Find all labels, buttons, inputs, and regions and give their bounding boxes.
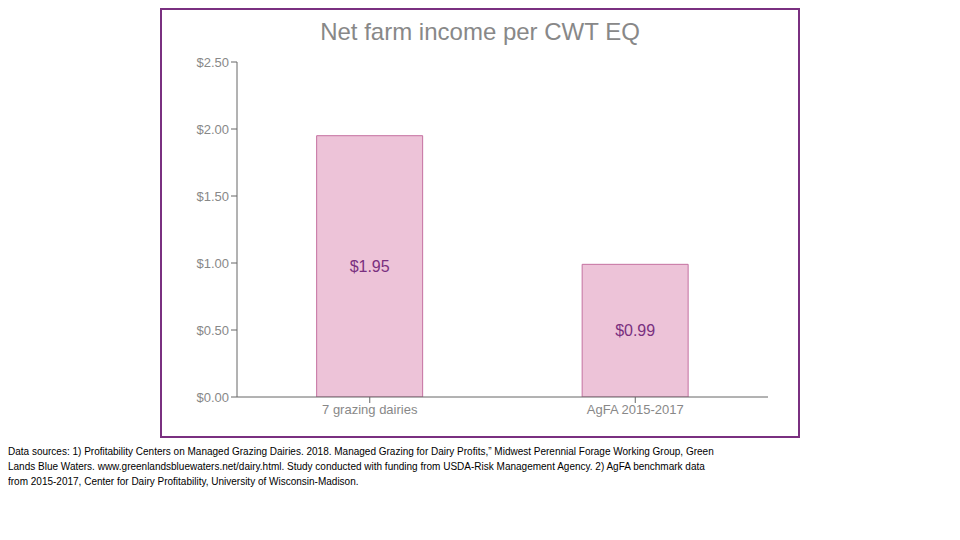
svg-text:$1.95: $1.95 <box>350 258 390 275</box>
svg-text:$0.00: $0.00 <box>196 390 229 405</box>
svg-text:$1.00: $1.00 <box>196 256 229 271</box>
svg-text:AgFA 2015-2017: AgFA 2015-2017 <box>587 402 684 417</box>
svg-text:$1.50: $1.50 <box>196 189 229 204</box>
html-text:Net farm income per CWT EQ: Net farm income per CWT EQ <box>320 18 640 45</box>
html-text:Data sources: 1) Profitability: Data sources: 1) Profitability Centers o… <box>8 446 714 487</box>
svg-text:$2.50: $2.50 <box>196 55 229 70</box>
svg-text:7 grazing dairies: 7 grazing dairies <box>322 402 418 417</box>
svg-text:$0.50: $0.50 <box>196 323 229 338</box>
svg-text:$2.00: $2.00 <box>196 122 229 137</box>
svg-text:$0.99: $0.99 <box>615 322 655 339</box>
